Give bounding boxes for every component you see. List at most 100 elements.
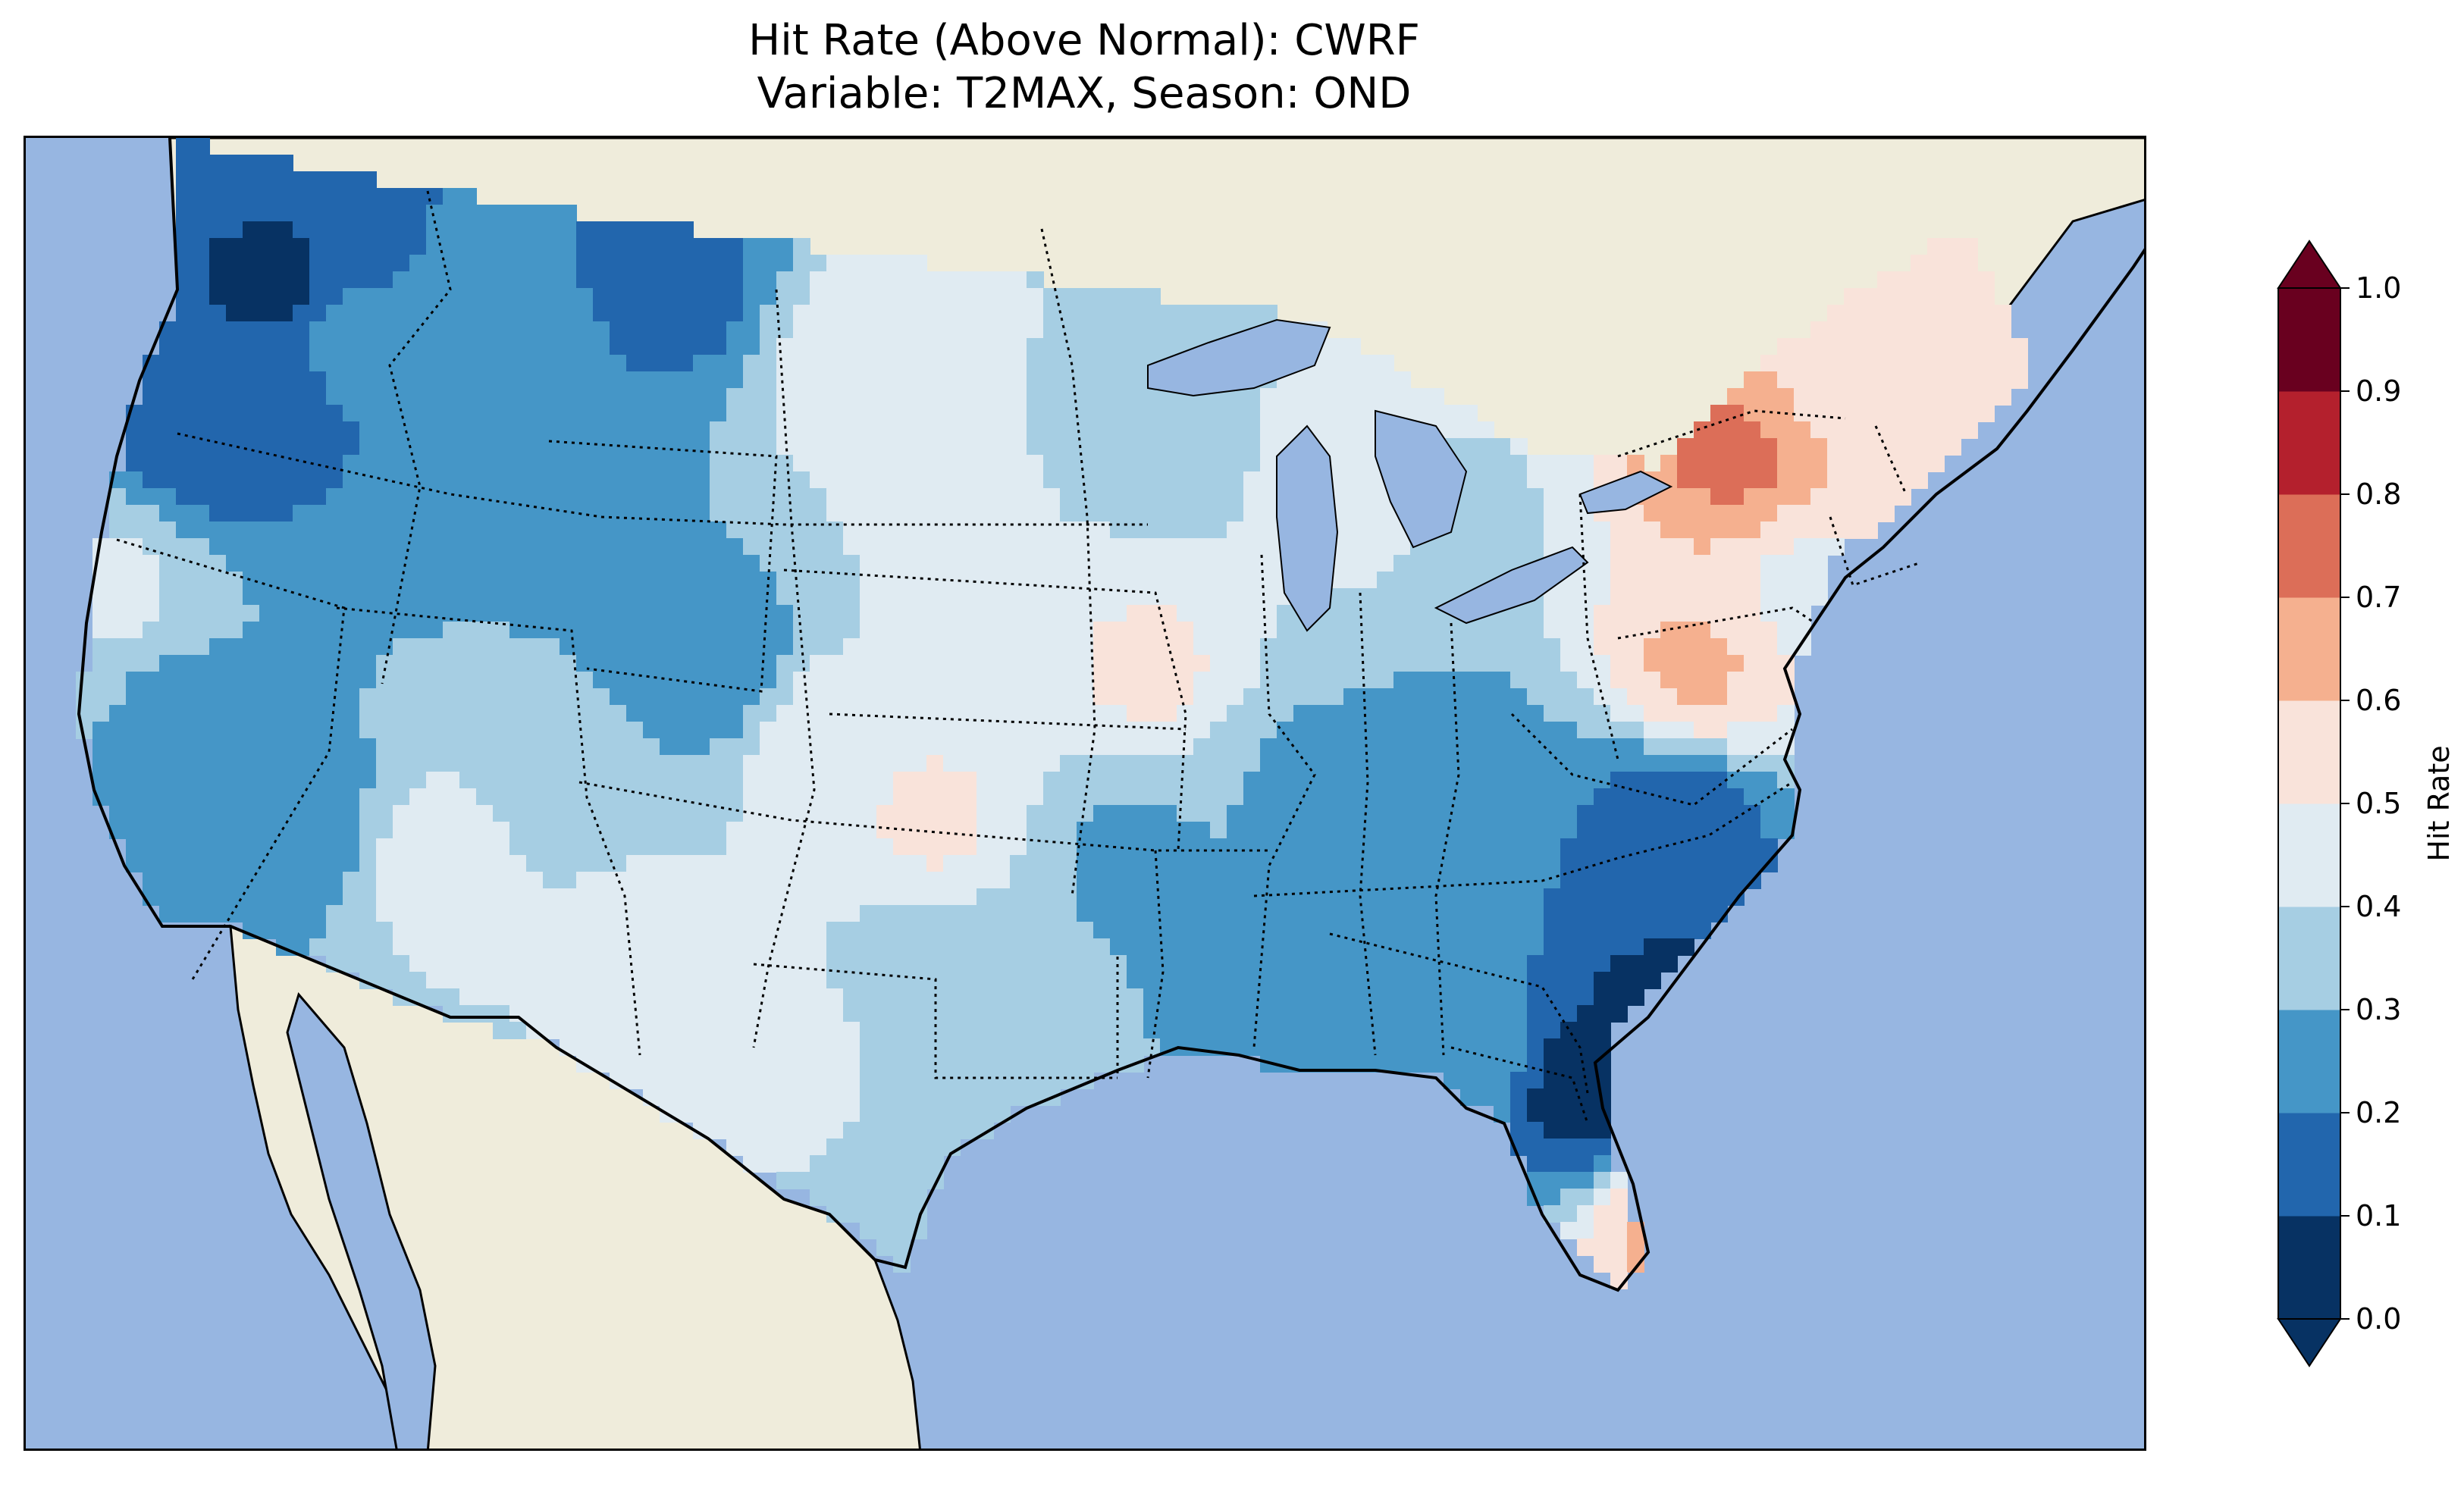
hit-rate-cell: [1343, 371, 1361, 389]
hit-rate-cell: [810, 288, 827, 305]
hit-rate-cell: [1877, 371, 1895, 389]
hit-rate-cell: [693, 338, 710, 355]
hit-rate-cell: [1911, 321, 1928, 339]
hit-rate-cell: [193, 338, 210, 355]
hit-rate-cell: [459, 255, 477, 272]
hit-rate-cell: [1160, 305, 1177, 322]
hit-rate-cell: [1143, 405, 1161, 422]
hit-rate-cell: [426, 238, 444, 255]
colorbar-tick-label: 0.4: [2356, 890, 2401, 923]
hit-rate-cell: [893, 355, 911, 372]
hit-rate-cell: [593, 355, 610, 372]
hit-rate-cell: [1894, 388, 1911, 406]
hit-rate-cell: [643, 221, 660, 239]
hit-rate-cell: [943, 288, 961, 305]
hit-rate-cell: [1810, 355, 1828, 372]
hit-rate-cell: [1927, 321, 1945, 339]
hit-rate-cell: [276, 321, 293, 339]
hit-rate-cell: [1110, 355, 1127, 372]
hit-rate-cell: [826, 255, 844, 272]
hit-rate-cell: [1944, 305, 1961, 322]
hit-rate-cell: [1277, 388, 1294, 406]
hit-rate-cell: [826, 338, 844, 355]
map-frame: [24, 136, 2146, 1451]
hit-rate-cell: [493, 205, 510, 222]
hit-rate-cell: [760, 238, 777, 255]
hit-rate-cell: [193, 321, 210, 339]
hit-rate-cell: [643, 355, 660, 372]
hit-rate-cell: [576, 238, 594, 255]
hit-rate-cell: [193, 238, 210, 255]
hit-rate-cell: [1060, 288, 1077, 305]
hit-rate-cell: [509, 405, 527, 422]
hit-rate-cell: [209, 288, 227, 305]
hit-rate-cell: [793, 288, 810, 305]
hit-rate-cell: [459, 338, 477, 355]
hit-rate-cell: [1077, 305, 1094, 322]
hit-rate-cell: [293, 338, 310, 355]
hit-rate-cell: [593, 305, 610, 322]
hit-rate-cell: [860, 321, 877, 339]
hit-rate-cell: [810, 355, 827, 372]
hit-rate-cell: [1060, 355, 1077, 372]
hit-rate-cell: [276, 155, 293, 172]
hit-rate-cell: [876, 271, 894, 289]
hit-rate-cell: [826, 371, 844, 389]
hit-rate-cell: [960, 338, 977, 355]
hit-rate-cell: [593, 288, 610, 305]
hit-rate-cell: [977, 271, 994, 289]
hit-rate-cell: [143, 405, 160, 422]
hit-rate-cell: [810, 305, 827, 322]
hit-rate-cell: [476, 371, 494, 389]
hit-rate-cell: [193, 221, 210, 239]
hit-rate-cell: [343, 255, 360, 272]
hit-rate-cell: [1977, 338, 1995, 355]
hit-rate-cell: [793, 255, 810, 272]
hit-rate-cell: [1010, 321, 1027, 339]
colorbar-tick-label: 0.9: [2356, 374, 2401, 408]
hit-rate-cell: [276, 405, 293, 422]
hit-rate-cell: [526, 321, 544, 339]
hit-rate-cell: [1043, 355, 1061, 372]
hit-rate-cell: [1193, 405, 1211, 422]
hit-rate-cell: [1927, 305, 1945, 322]
hit-rate-cell: [826, 271, 844, 289]
hit-rate-cell: [610, 388, 627, 406]
hit-rate-cell: [860, 405, 877, 422]
hit-rate-cell: [893, 388, 911, 406]
hit-rate-cell: [443, 271, 460, 289]
hit-rate-cell: [676, 255, 694, 272]
hit-rate-cell: [193, 188, 210, 205]
hit-rate-cell: [176, 171, 193, 189]
hit-rate-cell: [343, 371, 360, 389]
hit-rate-cell: [743, 288, 760, 305]
hit-rate-cell: [426, 355, 444, 372]
hit-rate-cell: [1861, 305, 1878, 322]
hit-rate-cell: [793, 405, 810, 422]
hit-rate-cell: [710, 288, 727, 305]
hit-rate-cell: [209, 238, 227, 255]
hit-rate-cell: [443, 255, 460, 272]
hit-rate-cell: [259, 338, 277, 355]
hit-rate-cell: [1894, 355, 1911, 372]
hit-rate-cell: [509, 355, 527, 372]
hit-rate-cell: [509, 271, 527, 289]
hit-rate-cell: [1260, 305, 1277, 322]
hit-rate-cell: [643, 388, 660, 406]
hit-rate-cell: [1093, 388, 1111, 406]
hit-rate-cell: [943, 371, 961, 389]
hit-rate-cell: [1927, 355, 1945, 372]
hit-rate-cell: [1260, 388, 1277, 406]
hit-rate-cell: [193, 288, 210, 305]
hit-rate-cell: [1093, 321, 1111, 339]
hit-rate-cell: [1911, 371, 1928, 389]
hit-rate-cell: [610, 288, 627, 305]
hit-rate-cell: [1927, 271, 1945, 289]
hit-rate-cell: [309, 405, 327, 422]
hit-rate-cell: [876, 371, 894, 389]
hit-rate-cell: [1293, 371, 1311, 389]
hit-rate-cell: [293, 305, 310, 322]
hit-rate-cell: [776, 388, 794, 406]
hit-rate-cell: [810, 338, 827, 355]
colorbar-swatch: [2278, 1010, 2340, 1113]
